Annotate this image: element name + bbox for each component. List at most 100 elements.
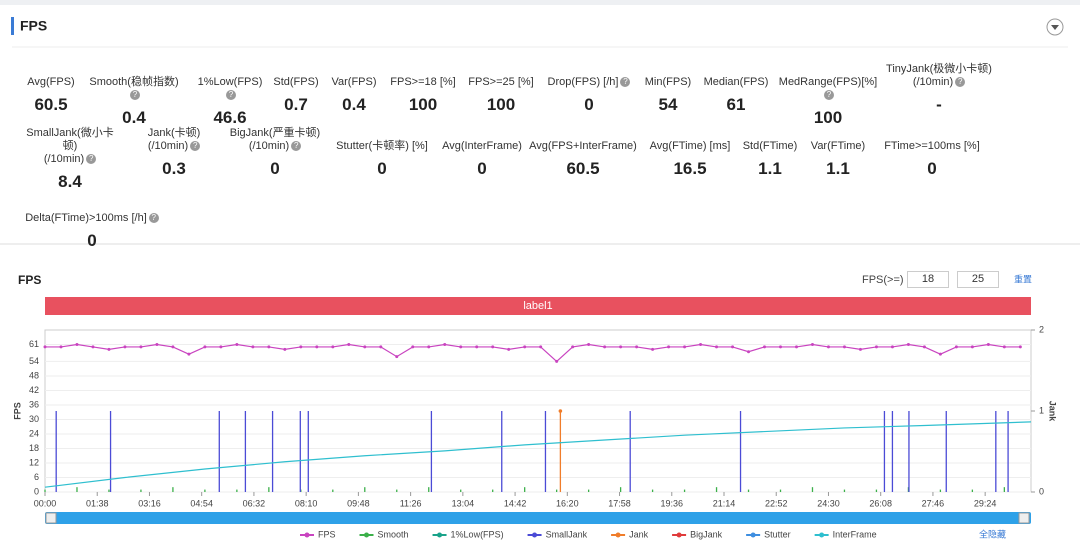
- series-point: [779, 345, 783, 349]
- series-point: [235, 343, 239, 347]
- series-point: [1002, 345, 1006, 349]
- metric-value: 100: [408, 95, 438, 114]
- range-slider[interactable]: [45, 512, 1031, 524]
- y2-tick-label: 0: [1039, 486, 1044, 496]
- legend-label[interactable]: Stutter: [764, 529, 791, 539]
- title-marker: [11, 17, 14, 35]
- help-icon[interactable]: ?: [226, 90, 236, 101]
- y-tick-label: 54: [29, 356, 39, 366]
- series-point: [267, 345, 271, 349]
- metric-label-line: SmallJank(微小卡顿): [26, 127, 114, 152]
- slider-handle[interactable]: [45, 512, 57, 524]
- series-point: [459, 345, 463, 349]
- legend-icon: [819, 532, 825, 538]
- series-point: [171, 345, 175, 349]
- metric: Avg(FPS+InterFrame) 60.5: [528, 140, 638, 179]
- legend-label[interactable]: InterFrame: [833, 529, 877, 539]
- help-icon[interactable]: ?: [291, 141, 302, 152]
- metric-label-line: Avg(FTime) [ms]: [649, 140, 731, 152]
- y-tick-label: 6: [34, 472, 39, 482]
- metric-label: MedRange(FPS)[%]?: [776, 76, 880, 102]
- metric-value: 0.7: [284, 95, 308, 114]
- series-point: [619, 345, 623, 349]
- legend-label[interactable]: 1%Low(FPS): [451, 529, 504, 539]
- series-point: [315, 345, 319, 349]
- x-tick-label: 00:00: [34, 498, 57, 508]
- series-point: [587, 343, 591, 347]
- metric-label: SmallJank(微小卡顿) (/10min)?: [22, 127, 118, 166]
- metric-value: 16.5: [673, 159, 707, 178]
- metric: FTime>=100ms [%] 0: [876, 140, 988, 179]
- legend-icon: [364, 532, 370, 538]
- chart-title: FPS: [18, 273, 41, 287]
- legend-icon: [437, 532, 443, 538]
- metric-label-line: BigJank(严重卡顿): [229, 127, 321, 139]
- metric-label-line: Smooth(稳帧指数): [89, 76, 179, 88]
- help-icon[interactable]: ?: [86, 154, 97, 165]
- reset-link[interactable]: 重置: [1014, 273, 1032, 284]
- metric: Jank(卡顿) (/10min)? 0.3: [134, 127, 214, 179]
- metric-label-line: FPS>=18 [%]: [390, 76, 456, 88]
- metric-label: Stutter(卡顿率) [%]: [330, 140, 434, 153]
- series-point: [635, 345, 639, 349]
- metric-label: Std(FTime): [740, 140, 800, 153]
- legend-icon: [304, 532, 310, 538]
- metric: FPS>=25 [%] 100: [462, 76, 540, 115]
- metric-value: -: [936, 95, 942, 114]
- y2-tick-label: 1: [1039, 405, 1044, 415]
- metric-value: 60.5: [34, 95, 68, 114]
- x-tick-label: 22:52: [765, 498, 788, 508]
- metric-value: 0.3: [162, 159, 186, 178]
- series-point: [858, 347, 862, 351]
- legend-label[interactable]: Smooth: [378, 529, 409, 539]
- y2-tick-label: 2: [1039, 324, 1044, 334]
- series-point: [874, 345, 878, 349]
- metric-label-line: (/10min): [43, 153, 85, 165]
- series-point: [763, 345, 767, 349]
- metric-value: 54: [658, 95, 678, 114]
- threshold-input[interactable]: 18: [907, 271, 949, 288]
- series-point: [986, 343, 990, 347]
- plot-frame: [44, 329, 1032, 493]
- series-point: [571, 345, 575, 349]
- series-point: [59, 345, 63, 349]
- metric-label: FTime>=100ms [%]: [876, 140, 988, 153]
- series-point: [1018, 345, 1022, 349]
- help-icon[interactable]: ?: [130, 90, 140, 101]
- metric: FPS>=18 [%] 100: [384, 76, 462, 115]
- collapse-icon: [1051, 25, 1059, 30]
- hide-all-link[interactable]: 全隐藏: [979, 528, 1006, 539]
- legend-label[interactable]: FPS: [318, 529, 336, 539]
- x-tick-label: 21:14: [713, 498, 736, 508]
- y-tick-label: 18: [29, 443, 39, 453]
- series-point: [731, 345, 735, 349]
- metric-value: 0: [927, 159, 937, 178]
- metric: Avg(InterFrame) 0: [438, 140, 526, 179]
- legend-label[interactable]: BigJank: [690, 529, 723, 539]
- help-icon[interactable]: ?: [148, 213, 159, 224]
- metric-label-line: Drop(FPS) [/h]: [547, 76, 619, 88]
- series-point: [747, 350, 751, 354]
- help-icon[interactable]: ?: [620, 77, 631, 88]
- label-band: [45, 297, 1031, 315]
- help-icon[interactable]: ?: [190, 141, 201, 152]
- legend-label[interactable]: SmallJank: [546, 529, 588, 539]
- series-point: [475, 345, 479, 349]
- slider-handle[interactable]: [1018, 512, 1030, 524]
- x-tick-label: 11:26: [400, 498, 422, 508]
- metric: SmallJank(微小卡顿) (/10min)? 8.4: [22, 127, 118, 192]
- metric-value: 0: [477, 159, 487, 178]
- legend-label[interactable]: Jank: [629, 529, 649, 539]
- threshold-input[interactable]: 25: [957, 271, 999, 288]
- x-tick-label: 24:30: [817, 498, 840, 508]
- top-band: [0, 0, 1080, 5]
- series-point: [219, 345, 223, 349]
- metric-label-line: FPS>=25 [%]: [468, 76, 534, 88]
- x-tick-label: 19:36: [661, 498, 684, 508]
- metric-value: 60.5: [566, 159, 600, 178]
- help-icon[interactable]: ?: [955, 77, 966, 88]
- series-point: [347, 343, 351, 347]
- metric-label-line: Jank(卡顿): [147, 127, 201, 139]
- help-icon[interactable]: ?: [824, 90, 834, 101]
